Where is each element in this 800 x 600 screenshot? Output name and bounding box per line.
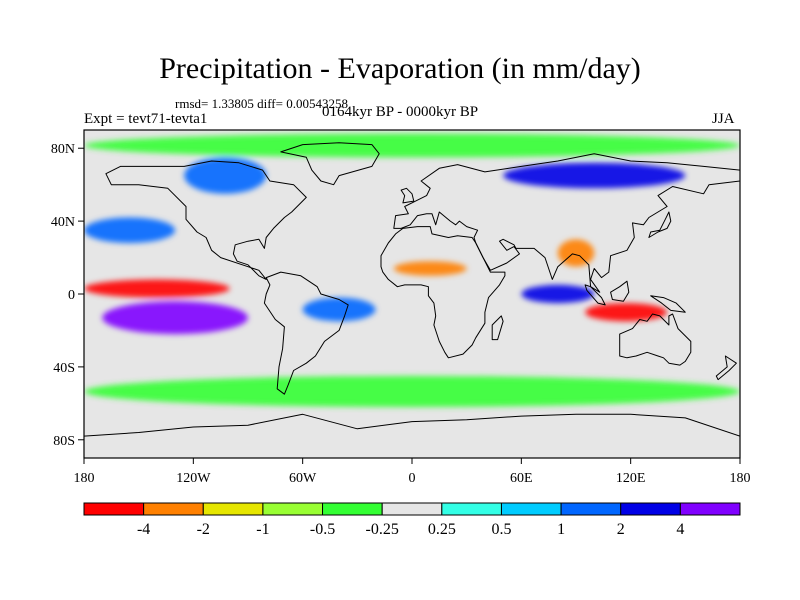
- colorbar-label: -0.5: [310, 521, 335, 538]
- coastline-north-america: [105, 160, 307, 280]
- coastline-greenland: [280, 142, 380, 186]
- map-title: Precipitation - Evaporation (in mm/day): [159, 52, 641, 85]
- season-label: JJA: [712, 111, 735, 127]
- region-siberia-wet: [503, 162, 686, 189]
- experiment-label: Expt = tevt71-tevta1: [84, 111, 208, 127]
- region-south-asia-dry: [557, 239, 595, 267]
- coastline-madagascar: [491, 315, 504, 341]
- latitude-axis: 80N 40N 0 40S 80S: [51, 142, 84, 449]
- lon-tick-label: 120E: [616, 471, 646, 486]
- colorbar-swatch: [560, 502, 622, 516]
- colorbar-label: 2: [617, 521, 625, 538]
- lon-tick-label: 0: [409, 471, 416, 486]
- colorbar-label: -2: [197, 521, 210, 538]
- region-southern-ocean-moist: [84, 376, 740, 407]
- colorbar-label: 4: [676, 521, 684, 538]
- colorbar-label: 0.25: [428, 521, 456, 538]
- colorbar-swatch: [143, 502, 204, 516]
- coastline-japan: [648, 211, 672, 238]
- lat-tick-label: 40S: [53, 361, 75, 376]
- region-tropical-pacific-west-dry: [84, 279, 230, 298]
- colorbar-swatch: [500, 502, 562, 516]
- lat-tick-label: 0: [68, 288, 75, 303]
- colorbar-label: 0.5: [491, 521, 511, 538]
- colorbar-swatch: [202, 502, 264, 516]
- colorbar-label: -0.25: [366, 521, 399, 538]
- lon-tick-label: 180: [74, 471, 95, 486]
- region-canada-wet: [184, 157, 267, 194]
- region-indian-ocean-wet: [521, 284, 595, 304]
- coastline-new-zealand: [715, 355, 737, 381]
- coastline-new-guinea: [650, 295, 686, 313]
- colorbar: -4 -2 -1 -0.5 -0.25 0.25 0.5 1 2 4: [83, 502, 741, 538]
- colorbar-swatch: [83, 502, 145, 516]
- coastline-eurasia: [393, 153, 740, 293]
- colorbar-label: 1: [557, 521, 565, 538]
- contour-fill-layer: [84, 133, 740, 407]
- coastline-south-america: [263, 271, 349, 395]
- region-east-pacific-wet: [102, 301, 248, 335]
- colorbar-label: -1: [256, 521, 269, 538]
- coastline-australia: [619, 313, 692, 366]
- coastline-antarctica-edge: [84, 413, 740, 458]
- colorbar-swatch: [441, 502, 502, 516]
- colorbar-swatch: [620, 502, 681, 516]
- longitude-axis: 180 120W 60W 0 60E 120E 180: [74, 458, 751, 486]
- lon-tick-label: 60W: [289, 471, 317, 486]
- coastline-sumatra: [584, 284, 606, 306]
- lon-tick-label: 120W: [176, 471, 211, 486]
- coastline-borneo: [610, 280, 630, 302]
- lat-tick-label: 40N: [51, 215, 75, 230]
- lon-tick-label: 60E: [510, 471, 533, 486]
- coastline-great-britain: [400, 187, 415, 204]
- colorbar-swatch: [322, 502, 383, 516]
- coastline-africa: [380, 226, 506, 359]
- time-period-label: 0164kyr BP - 0000kyr BP: [322, 104, 479, 120]
- coastline-layer: [84, 142, 740, 458]
- colorbar-swatch: [679, 502, 741, 516]
- region-maritime-continent-dry: [585, 303, 668, 322]
- region-arctic-moist: [84, 133, 740, 158]
- region-atlantic-wet: [302, 297, 376, 322]
- rmsd-diff-stats: rmsd= 1.33805 diff= 0.00543258: [175, 96, 348, 111]
- colorbar-swatch: [262, 502, 324, 516]
- region-sahel-dry: [393, 261, 467, 276]
- lat-tick-label: 80N: [51, 142, 75, 157]
- lat-tick-label: 80S: [53, 434, 75, 449]
- colorbar-label: -4: [137, 521, 150, 538]
- region-north-pacific-wet: [84, 217, 176, 243]
- colorbar-swatch: [381, 502, 443, 516]
- lon-tick-label: 180: [730, 471, 751, 486]
